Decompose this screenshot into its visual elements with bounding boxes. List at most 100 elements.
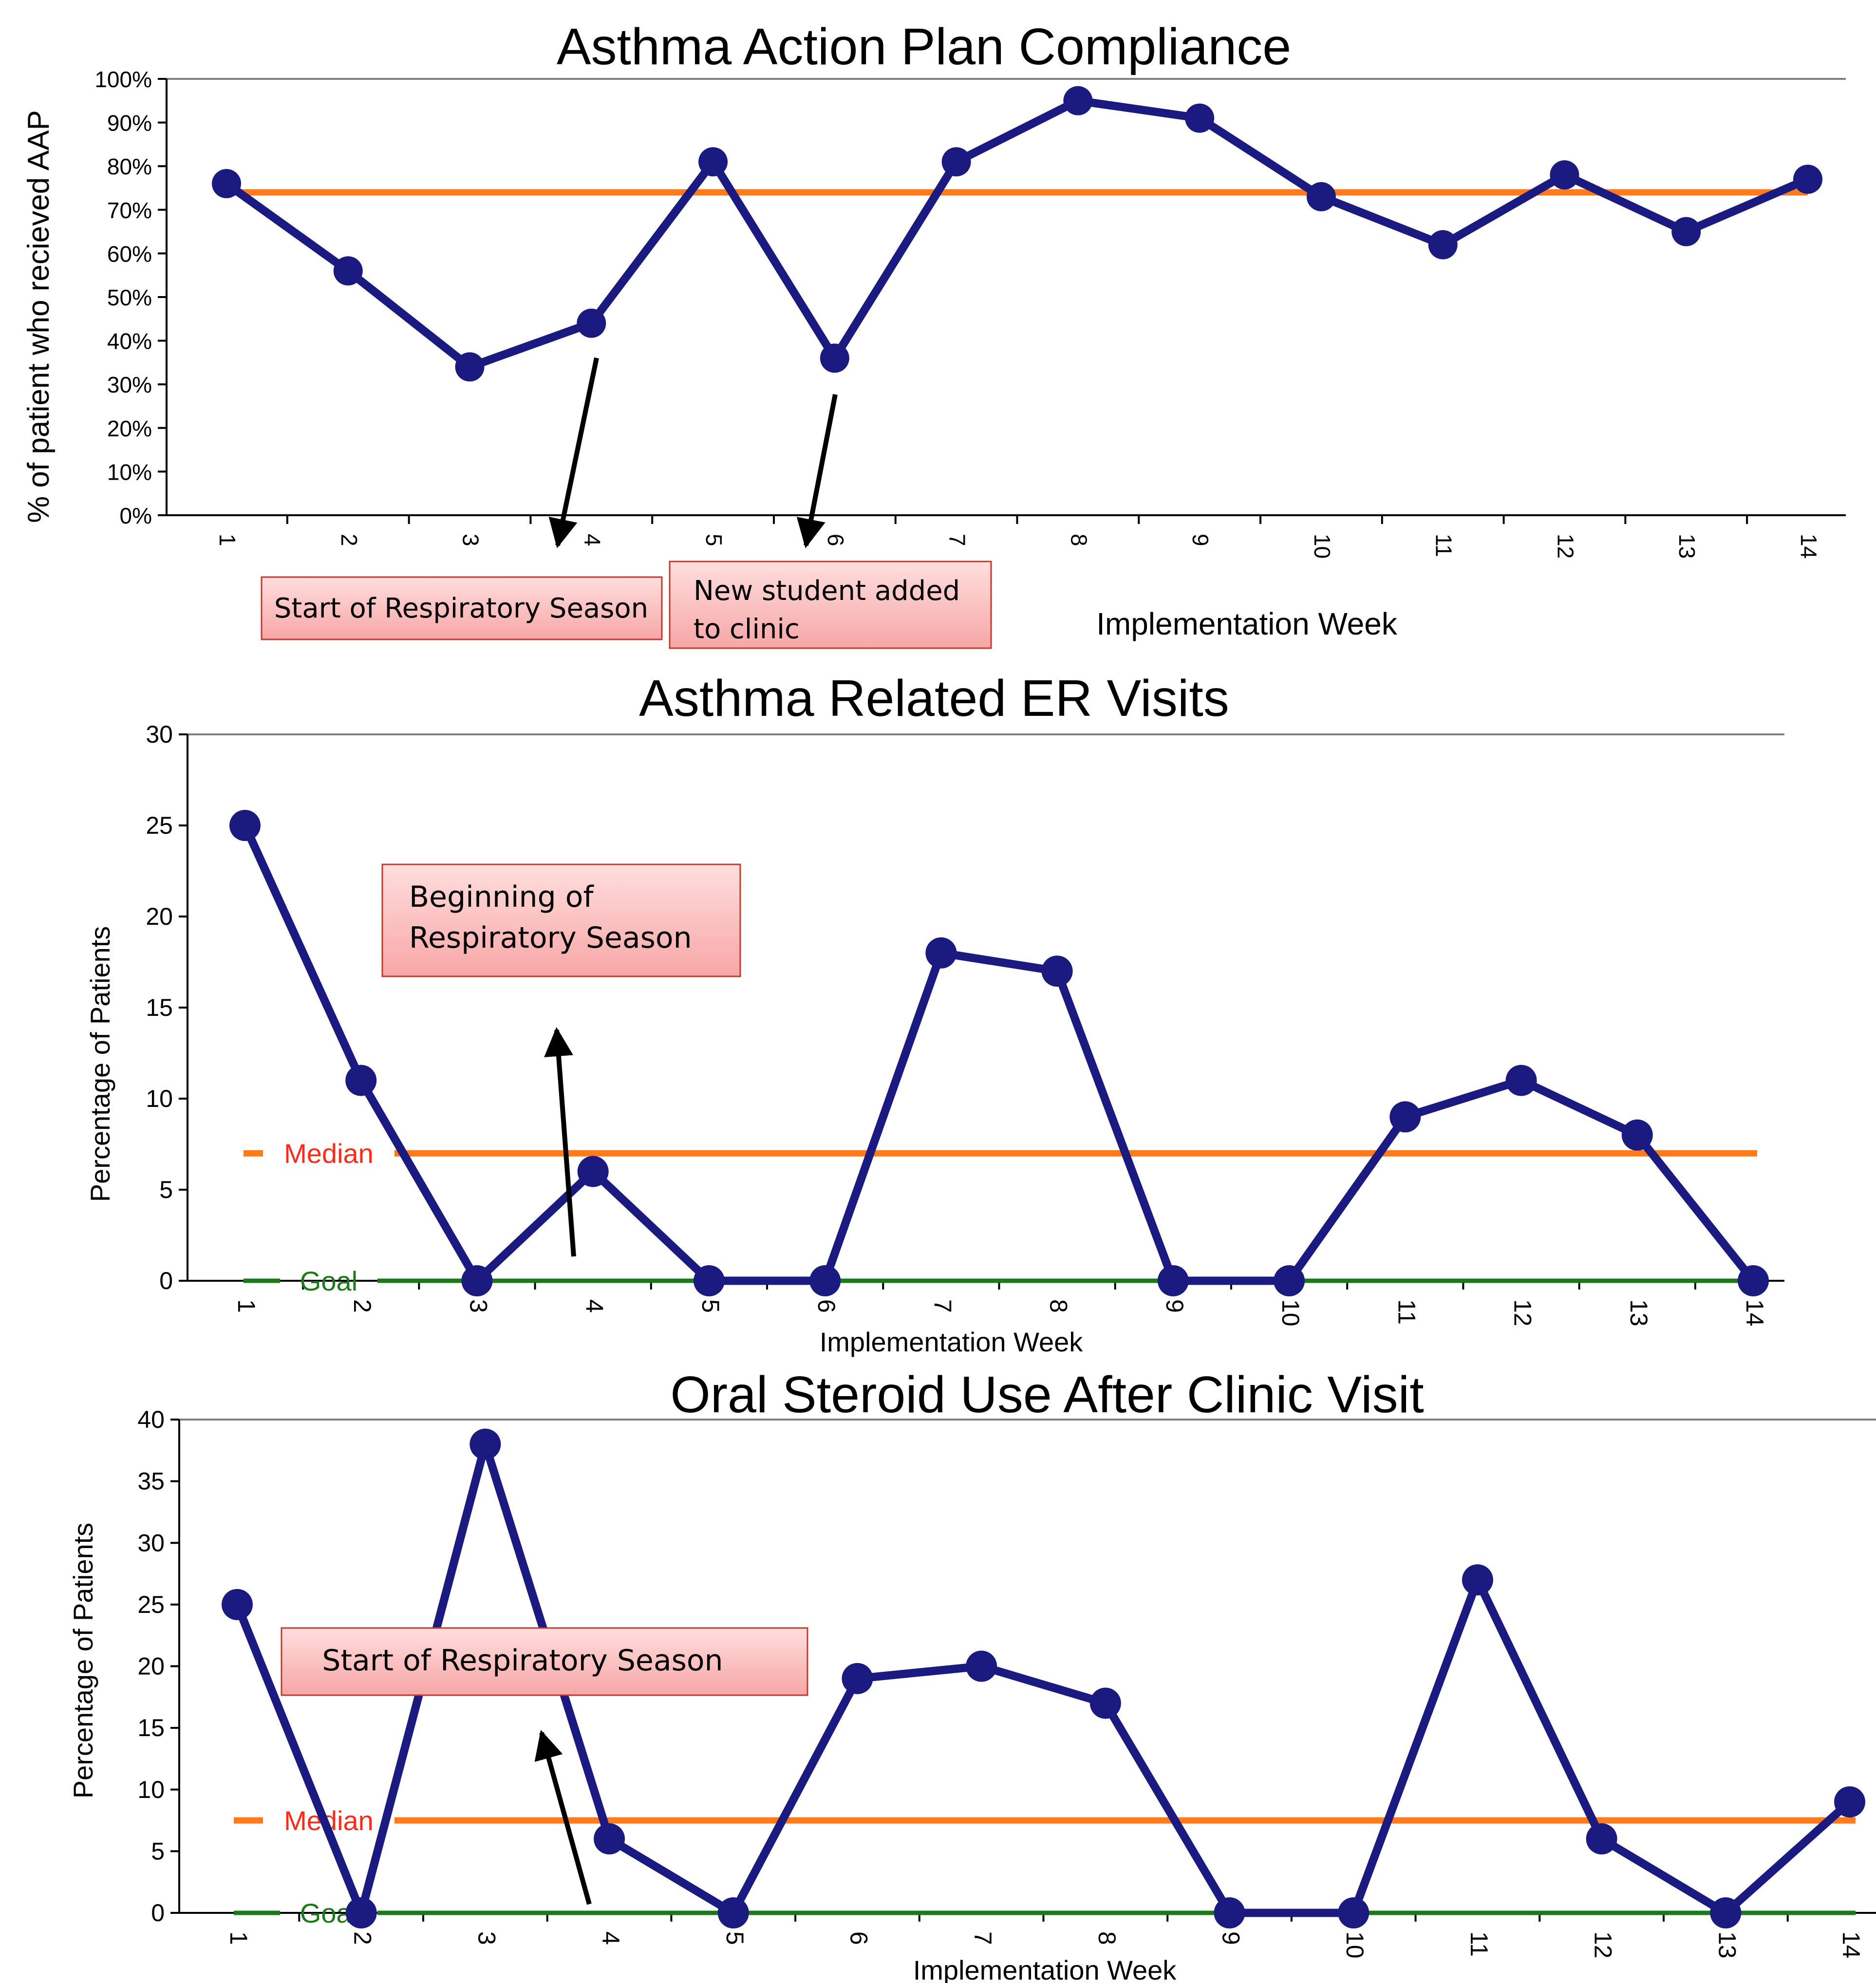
y-axis-label: Percentage of Patients (68, 1523, 98, 1799)
chart-aap-compliance: Asthma Action Plan Compliance % of patie… (22, 18, 1846, 649)
x-tick-label: 6 (823, 534, 848, 546)
y-tick-label: 5 (159, 1176, 173, 1203)
reference-line-label: Goal (300, 1266, 357, 1296)
y-tick-label: 10 (137, 1776, 165, 1803)
x-tick-label: 8 (1093, 1931, 1121, 1945)
x-tick-label: 6 (845, 1931, 872, 1945)
annotation-callout: New student added to clinic (669, 561, 992, 649)
plot-area: 0%10%20%30%40%50%60%70%80%90%100%1 2 3 4 5 6 7… (94, 67, 1846, 559)
data-point (925, 937, 957, 969)
data-point (1834, 1786, 1865, 1818)
data-point (820, 343, 849, 373)
y-tick-label: 30% (107, 372, 152, 397)
series-line (241, 823, 1757, 1288)
data-point (1306, 182, 1336, 211)
chart-er-visits: Asthma Related ER Visits Percentage of P… (85, 670, 1784, 1357)
y-tick-label: 20% (107, 416, 152, 441)
y-tick-label: 5 (151, 1837, 165, 1865)
data-point (1793, 165, 1822, 194)
annotation-arrow (534, 1730, 592, 1905)
chart-title: Oral Steroid Use After Clinic Visit (670, 1366, 1424, 1423)
data-point (333, 256, 363, 286)
annotation-callout: Start of Respiratory Season (281, 1627, 808, 1696)
data-point (1063, 86, 1093, 115)
data-point (1274, 1265, 1305, 1296)
x-tick-label: 3 (465, 1299, 492, 1313)
y-tick-label: 50% (107, 285, 152, 310)
y-tick-label: 60% (107, 241, 152, 266)
data-point (1738, 1265, 1769, 1296)
y-tick-label: 0 (151, 1899, 165, 1927)
y-tick-label: 35 (137, 1468, 165, 1495)
x-tick-label: 12 (1509, 1299, 1537, 1327)
data-point (1710, 1897, 1742, 1928)
data-point (577, 308, 606, 338)
x-tick-label: 5 (701, 534, 727, 546)
y-tick-label: 30 (146, 721, 173, 748)
x-tick-label: 13 (1674, 534, 1700, 559)
y-tick-label: 40 (137, 1406, 165, 1433)
data-point (469, 1428, 501, 1460)
y-axis-label: Percentage of Patients (85, 926, 115, 1202)
data-point (594, 1823, 625, 1855)
data-point (698, 147, 728, 177)
data-point (345, 1065, 377, 1096)
data-point (966, 1650, 997, 1682)
y-tick-label: 90% (107, 111, 152, 136)
data-point (577, 1156, 609, 1187)
data-point (455, 352, 485, 382)
y-tick-label: 70% (107, 198, 152, 223)
annotation-arrow (544, 1027, 576, 1257)
annotation-text: New student added to clinic (694, 575, 960, 645)
y-tick-label: 10% (107, 459, 152, 485)
y-tick-label: 15 (146, 994, 173, 1021)
x-tick-label: 11 (1393, 1299, 1420, 1325)
x-tick-label: 9 (1188, 534, 1213, 546)
data-point (693, 1265, 725, 1296)
annotation-text: Start of Respiratory Season (274, 593, 648, 624)
data-point (229, 810, 261, 841)
y-axis-label: % of patient who recieved AAP (22, 110, 56, 523)
y-tick-label: 25 (146, 812, 173, 839)
data-point (809, 1265, 841, 1296)
x-tick-label: 10 (1310, 534, 1335, 559)
data-point (1338, 1897, 1369, 1928)
y-tick-label: 30 (137, 1529, 165, 1556)
data-point (842, 1663, 873, 1694)
data-point (1462, 1564, 1493, 1596)
x-tick-label: 7 (945, 534, 970, 546)
x-axis-label: Implementation Week (1096, 606, 1398, 641)
annotation-text: Start of Respiratory Season (322, 1644, 723, 1678)
series-line (233, 1429, 1853, 1926)
x-tick-label: 6 (813, 1299, 840, 1313)
y-tick-label: 15 (137, 1714, 165, 1741)
annotation-text: Beginning of Respiratory Season (409, 880, 692, 955)
data-point (1157, 1265, 1189, 1296)
x-tick-label: 12 (1553, 534, 1578, 559)
x-tick-label: 2 (337, 534, 362, 546)
x-tick-label: 13 (1625, 1299, 1652, 1327)
y-tick-label: 40% (107, 329, 152, 354)
x-tick-label: 11 (1431, 534, 1457, 557)
data-point (461, 1265, 493, 1296)
data-point (222, 1589, 253, 1620)
x-axis-label: Implementation Week (913, 1955, 1177, 1983)
data-point (1185, 103, 1215, 133)
x-tick-label: 10 (1277, 1299, 1304, 1327)
y-tick-label: 0 (159, 1267, 173, 1294)
y-tick-label: 80% (107, 154, 152, 179)
x-tick-label: 4 (581, 1299, 608, 1313)
x-tick-label: 13 (1713, 1931, 1741, 1959)
y-tick-label: 25 (137, 1591, 165, 1618)
x-tick-label: 3 (473, 1931, 500, 1945)
data-point (1089, 1687, 1121, 1719)
x-tick-label: 8 (1045, 1299, 1072, 1313)
annotation-arrow (796, 394, 838, 548)
annotation-callout: Start of Respiratory Season (261, 576, 663, 640)
data-point (1671, 217, 1701, 246)
x-axis-label: Implementation Week (820, 1327, 1084, 1357)
y-tick-label: 10 (146, 1085, 173, 1112)
